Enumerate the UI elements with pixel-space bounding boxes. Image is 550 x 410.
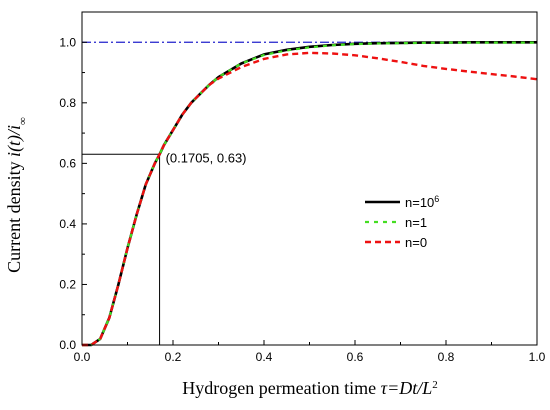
legend-label: n=106: [405, 194, 439, 210]
x-tick-label: 0.8: [438, 350, 455, 364]
y-axis-ticks: 0.0 0.2 0.4 0.6 0.8 1.0: [59, 11, 87, 352]
x-tick-label: 0.0: [74, 350, 91, 364]
y-tick-label: 0.0: [59, 338, 76, 352]
x-tick-label: 0.6: [347, 350, 364, 364]
y-tick-label: 0.4: [59, 217, 76, 231]
annotation-label: (0.1705, 0.63): [166, 150, 247, 165]
x-tick-label: 0.4: [256, 350, 273, 364]
legend-label: n=1: [405, 215, 427, 230]
x-axis-label: Hydrogen permeation time τ=Dt/L2: [182, 378, 438, 398]
y-tick-label: 1.0: [59, 35, 76, 49]
plot-area: [82, 40, 538, 347]
x-tick-label: 0.2: [165, 350, 182, 364]
y-tick-label: 0.2: [59, 277, 76, 291]
x-axis-ticks: 0.0 0.2 0.4 0.6 0.8 1.0: [74, 340, 546, 364]
plot-frame: [81, 11, 538, 346]
legend: n=106 n=1 n=0: [365, 194, 439, 250]
series-line: [82, 51, 538, 347]
y-tick-label: 0.8: [59, 96, 76, 110]
x-tick-label: 1.0: [529, 350, 546, 364]
annotation-guide: [82, 153, 161, 345]
y-tick-label: 0.6: [59, 156, 76, 170]
legend-label: n=0: [405, 235, 427, 250]
y-axis-label: Current density i(t)/i∞: [4, 117, 29, 273]
series-line: [82, 40, 537, 347]
series-line: [82, 41, 537, 347]
